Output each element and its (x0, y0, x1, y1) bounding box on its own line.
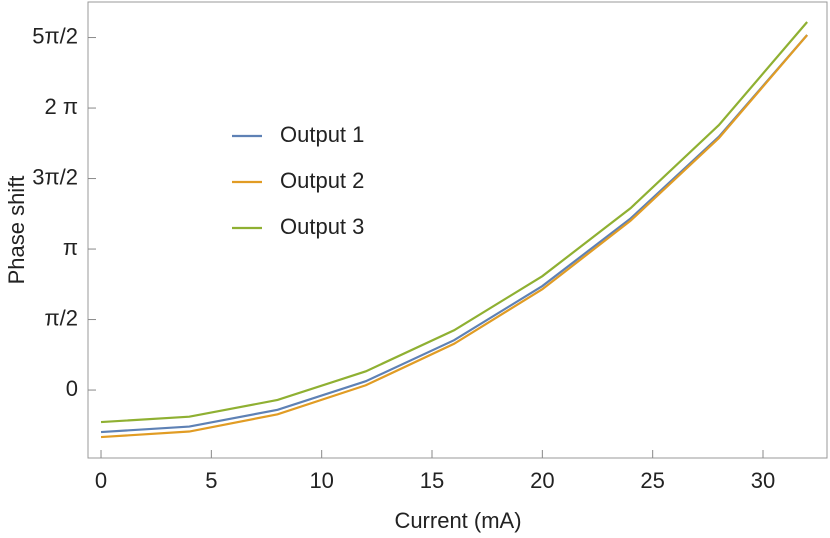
legend-label: Output 1 (280, 122, 364, 147)
y-tick-label: 3π/2 (32, 164, 78, 189)
x-tick-label: 10 (309, 468, 333, 493)
x-tick-label: 20 (530, 468, 554, 493)
x-axis-label: Current (mA) (394, 508, 521, 533)
x-tick-label: 25 (640, 468, 664, 493)
y-tick-label: 0 (66, 376, 78, 401)
line-series (100, 34, 808, 439)
y-axis-label: Phase shift (4, 176, 29, 285)
x-tick-label: 30 (751, 468, 775, 493)
x-tick-label: 0 (95, 468, 107, 493)
x-tick-label: 15 (420, 468, 444, 493)
y-tick-label: π/2 (44, 305, 78, 330)
plot-frame (87, 1, 828, 459)
y-tick-label: 5π/2 (32, 23, 78, 48)
legend-label: Output 3 (280, 214, 364, 239)
line-series (100, 21, 808, 424)
legend-label: Output 2 (280, 168, 364, 193)
y-tick-label: 2 π (44, 94, 78, 119)
line-series (100, 34, 808, 434)
y-tick-label: π (63, 235, 78, 260)
x-tick-label: 5 (205, 468, 217, 493)
